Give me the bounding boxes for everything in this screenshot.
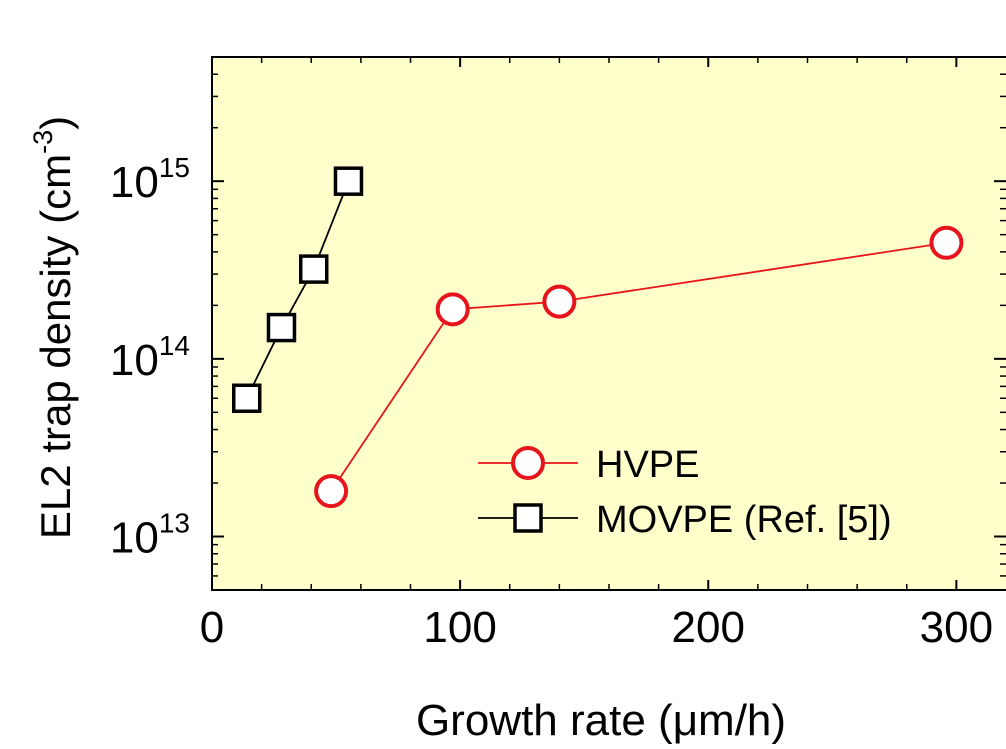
data-point — [333, 166, 364, 196]
x-tick-label: 100 — [423, 603, 496, 652]
series-markers — [231, 166, 964, 509]
x-tick-label: 300 — [920, 603, 993, 652]
legend: HVPE MOVPE (Ref. [5]) — [478, 444, 892, 541]
legend-marker — [513, 503, 543, 533]
data-point — [314, 474, 349, 509]
y-tick-base: 10 — [110, 336, 159, 385]
series-lines — [245, 180, 947, 492]
data-point — [929, 225, 964, 260]
data-point — [266, 312, 297, 343]
data-point — [298, 254, 329, 284]
y-tick-label: 1013 — [110, 508, 190, 563]
y-tick-exponent: 15 — [159, 152, 190, 183]
y-tick-base: 10 — [110, 158, 159, 207]
legend-label: MOVPE (Ref. [5]) — [596, 499, 892, 541]
y-tick-exponent: 13 — [159, 508, 190, 539]
y-axis-title: EL2 trap density (cm-3) — [28, 116, 79, 539]
x-axis-title: Growth rate (μm/h) — [416, 696, 786, 745]
legend-marker — [511, 446, 545, 480]
y-tick-exponent: 14 — [159, 330, 190, 361]
y-tick-base: 10 — [110, 514, 159, 563]
x-tick-labels: 0 100 200 300 — [200, 603, 993, 652]
legend-label: HVPE — [596, 444, 699, 486]
y-tick-label: 1015 — [110, 152, 190, 207]
plot-frame — [211, 56, 1006, 591]
y-tick-label: 1014 — [110, 330, 190, 385]
data-point — [542, 284, 577, 319]
data-point — [435, 292, 470, 327]
data-point — [231, 383, 262, 414]
series-line-1 — [245, 180, 350, 399]
series-line-0 — [330, 241, 947, 492]
y-axis-title-close: ) — [32, 116, 79, 130]
x-tick-label: 200 — [672, 603, 745, 652]
y-axis-title-main: EL2 trap density (cm — [32, 154, 79, 539]
y-axis-title-superscript: -3 — [28, 130, 58, 154]
x-tick-label: 0 — [200, 603, 224, 652]
